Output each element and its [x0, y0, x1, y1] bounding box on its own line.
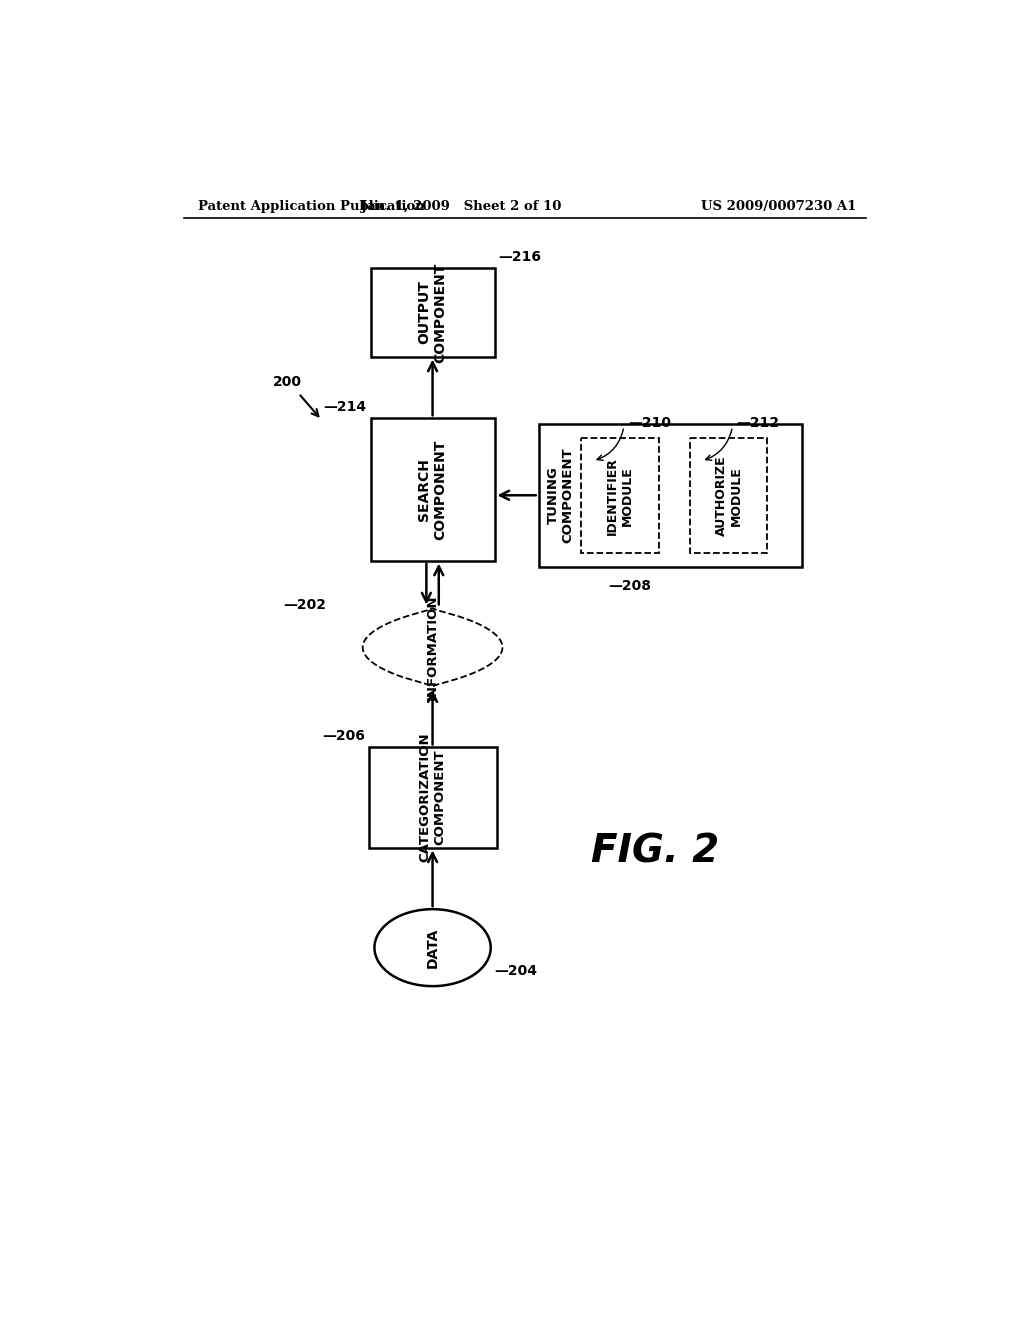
Bar [371, 418, 495, 561]
Text: —214: —214 [324, 400, 367, 413]
Text: CATEGORIZATION
COMPONENT: CATEGORIZATION COMPONENT [419, 733, 446, 862]
Text: Patent Application Publication: Patent Application Publication [198, 199, 425, 213]
Text: TUNING
COMPONENT: TUNING COMPONENT [547, 447, 574, 543]
Text: —212: —212 [736, 416, 779, 429]
Text: AUTHORIZE
MODULE: AUTHORIZE MODULE [715, 455, 742, 536]
Bar [690, 438, 767, 553]
Text: US 2009/0007230 A1: US 2009/0007230 A1 [701, 199, 856, 213]
Bar [539, 424, 802, 566]
Text: Jan. 1, 2009   Sheet 2 of 10: Jan. 1, 2009 Sheet 2 of 10 [361, 199, 561, 213]
Text: SEARCH
COMPONENT: SEARCH COMPONENT [418, 440, 447, 540]
Text: —206: —206 [322, 729, 365, 743]
Text: 200: 200 [272, 375, 301, 388]
Text: IDENTIFIER
MODULE: IDENTIFIER MODULE [606, 457, 634, 535]
Bar [582, 438, 658, 553]
Text: OUTPUT
COMPONENT: OUTPUT COMPONENT [418, 263, 447, 363]
Text: —204: —204 [495, 964, 538, 978]
Text: —202: —202 [284, 598, 327, 612]
Bar [369, 747, 497, 847]
Text: —210: —210 [628, 416, 671, 429]
Bar [371, 268, 495, 356]
Text: DATA: DATA [426, 928, 439, 968]
Text: FIG. 2: FIG. 2 [591, 833, 719, 870]
Text: —216: —216 [499, 249, 542, 264]
Text: INFORMATION: INFORMATION [426, 594, 439, 700]
Text: —208: —208 [608, 578, 651, 593]
